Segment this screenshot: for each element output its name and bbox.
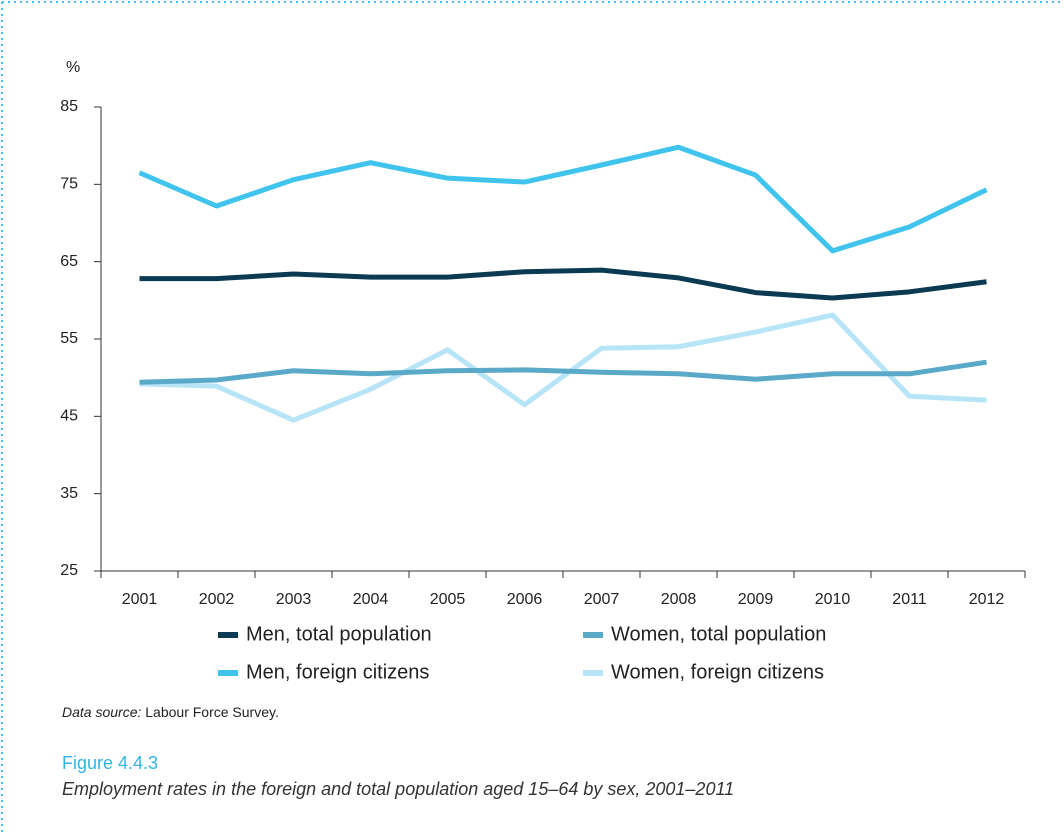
x-tick-label: 2005 bbox=[430, 591, 466, 608]
y-tick-label: 35 bbox=[60, 485, 78, 502]
x-tick-label: 2008 bbox=[661, 591, 697, 608]
y-tick-label: 45 bbox=[60, 408, 78, 425]
figure-number: Figure 4.4.3 bbox=[62, 753, 158, 773]
source: Data source: Labour Force Survey. bbox=[62, 704, 279, 720]
legend-swatch bbox=[583, 632, 603, 638]
source-text: Labour Force Survey. bbox=[145, 704, 279, 720]
legend-label: Men, total population bbox=[246, 623, 432, 645]
x-tick-label: 2007 bbox=[584, 591, 620, 608]
legend-swatch bbox=[583, 670, 603, 676]
y-tick-label: 75 bbox=[60, 176, 78, 193]
legend-label: Women, foreign citizens bbox=[611, 661, 824, 683]
y-axis-label: % bbox=[66, 59, 80, 76]
caption: Employment rates in the foreign and tota… bbox=[62, 779, 734, 799]
y-tick-label: 85 bbox=[60, 98, 78, 115]
legend-swatch bbox=[218, 670, 238, 676]
y-tick-label: 25 bbox=[60, 562, 78, 579]
x-tick-label: 2006 bbox=[507, 591, 543, 608]
line bbox=[138, 144, 988, 254]
x-tick-label: 2010 bbox=[815, 591, 851, 608]
line bbox=[139, 267, 987, 301]
source-label: Data source: bbox=[62, 704, 141, 720]
x-tick-label: 2004 bbox=[353, 591, 389, 608]
legend-label: Women, total population bbox=[611, 623, 826, 645]
x-tick-label: 2003 bbox=[276, 591, 312, 608]
y-tick-label: 55 bbox=[60, 330, 78, 347]
legend-label: Men, foreign citizens bbox=[246, 661, 429, 683]
x-tick-label: 2012 bbox=[969, 591, 1005, 608]
x-tick-label: 2002 bbox=[199, 591, 235, 608]
line bbox=[139, 359, 987, 385]
line bbox=[139, 312, 987, 423]
y-tick-label: 65 bbox=[60, 253, 78, 270]
x-tick-label: 2011 bbox=[892, 591, 927, 608]
x-tick-label: 2009 bbox=[738, 591, 774, 608]
legend-swatch bbox=[218, 632, 238, 638]
x-tick-label: 2001 bbox=[122, 591, 158, 608]
